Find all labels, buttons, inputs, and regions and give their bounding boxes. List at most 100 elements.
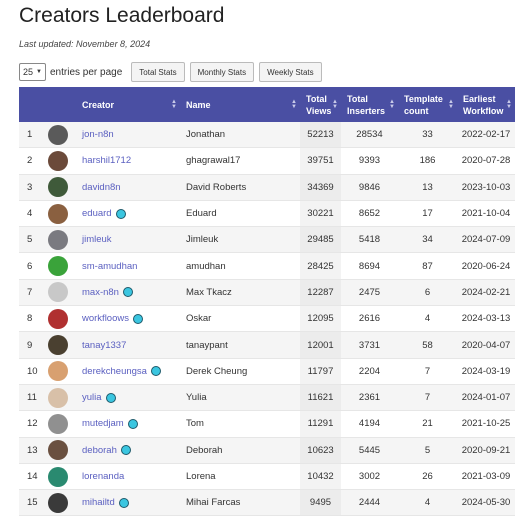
total-stats-button[interactable]: Total Stats	[131, 62, 185, 82]
avatar[interactable]	[48, 124, 68, 145]
creator-cell: davidn8n	[76, 174, 180, 201]
avatar[interactable]	[48, 466, 68, 487]
entries-per-page-select[interactable]: 25 ▼	[19, 63, 46, 81]
header-creator[interactable]: Creator ▲ ▼	[76, 87, 180, 122]
template-count-cell: 4	[398, 489, 457, 516]
verified-badge-icon	[120, 445, 131, 456]
verified-badge-icon	[150, 366, 161, 377]
avatar[interactable]	[48, 387, 68, 408]
creator-link[interactable]: mutedjam	[82, 418, 124, 430]
avatar[interactable]	[48, 440, 68, 461]
avatar-cell	[42, 384, 76, 412]
header-avatar	[42, 87, 76, 122]
total-views-cell: 29485	[300, 226, 341, 254]
page-title: Creators Leaderboard	[19, 4, 225, 27]
avatar[interactable]	[48, 492, 68, 513]
creator-link[interactable]: harshil1712	[82, 155, 132, 167]
avatar[interactable]	[48, 177, 68, 198]
avatar[interactable]	[48, 361, 68, 382]
earliest-workflow-cell: 2021-03-09	[457, 463, 515, 491]
creator-link[interactable]: derekcheungsa	[82, 365, 147, 377]
table-row: 13 deborah Deborah 10623 5445 5 2020-09-21	[19, 437, 515, 464]
creator-cell: jon-n8n	[76, 122, 180, 149]
creator-link[interactable]: yulia	[82, 392, 102, 404]
total-views-cell: 12287	[300, 279, 341, 307]
chevron-down-icon: ▼	[36, 69, 42, 75]
verified-badge-icon	[115, 208, 126, 219]
avatar[interactable]	[48, 282, 68, 303]
total-views-cell: 30221	[300, 200, 341, 228]
avatar[interactable]	[48, 308, 68, 329]
avatar[interactable]	[48, 256, 68, 277]
name-cell: Lorena	[180, 463, 300, 491]
template-count-cell: 33	[398, 122, 457, 149]
name-cell: Max Tkacz	[180, 279, 300, 307]
sort-icon: ▲ ▼	[171, 98, 177, 110]
total-inserters-cell: 2204	[341, 358, 398, 385]
avatar-cell	[42, 200, 76, 228]
creator-link[interactable]: max-n8n	[82, 286, 119, 298]
header-creator-label: Creator	[82, 99, 115, 110]
avatar-cell	[42, 305, 76, 333]
earliest-workflow-cell: 2024-03-19	[457, 358, 515, 385]
entries-select-value: 25	[23, 67, 34, 77]
header-earliest-workflow[interactable]: Earliest Workflow ▲ ▼	[457, 87, 515, 122]
last-updated: Last updated: November 8, 2024	[19, 39, 151, 49]
table-controls: 25 ▼ entries per page Total Stats Monthl…	[19, 61, 532, 83]
total-views-cell: 11621	[300, 384, 341, 412]
creator-link[interactable]: davidn8n	[82, 181, 121, 193]
table-row: 11 yulia Yulia 11621 2361 7 2024-01-07	[19, 384, 515, 412]
creator-cell: mihailtd	[76, 489, 180, 516]
total-inserters-cell: 28534	[341, 122, 398, 149]
template-count-cell: 4	[398, 305, 457, 333]
creator-link[interactable]: workfloows	[82, 313, 129, 325]
avatar[interactable]	[48, 150, 68, 171]
creator-link[interactable]: deborah	[82, 444, 117, 456]
creator-link[interactable]: mihailtd	[82, 497, 115, 509]
header-total-inserters[interactable]: Total Inserters ▲ ▼	[341, 87, 398, 122]
earliest-workflow-cell: 2020-04-07	[457, 331, 515, 359]
creator-cell: lorenanda	[76, 463, 180, 491]
total-inserters-cell: 9846	[341, 174, 398, 201]
total-inserters-cell: 2444	[341, 489, 398, 516]
total-views-cell: 34369	[300, 174, 341, 201]
earliest-workflow-cell: 2024-07-09	[457, 226, 515, 254]
avatar[interactable]	[48, 229, 68, 250]
entries-per-page-label: entries per page	[50, 66, 123, 78]
total-views-cell: 10623	[300, 437, 341, 464]
avatar[interactable]	[48, 203, 68, 224]
creator-link[interactable]: eduard	[82, 208, 112, 220]
name-cell: ghagrawal17	[180, 147, 300, 175]
rank-cell: 15	[19, 489, 42, 516]
total-inserters-cell: 2475	[341, 279, 398, 307]
rank-cell: 14	[19, 463, 42, 491]
creator-link[interactable]: lorenanda	[82, 471, 125, 482]
earliest-workflow-cell: 2023-10-03	[457, 174, 515, 201]
earliest-workflow-cell: 2024-01-07	[457, 384, 515, 412]
creator-link[interactable]: tanay1337	[82, 339, 127, 351]
avatar-cell	[42, 410, 76, 438]
total-views-cell: 10432	[300, 463, 341, 491]
header-total-views[interactable]: Total Views ▲ ▼	[300, 87, 341, 122]
avatar-cell	[42, 252, 76, 280]
avatar-cell	[42, 463, 76, 491]
template-count-cell: 7	[398, 384, 457, 412]
rank-cell: 11	[19, 384, 42, 412]
total-views-cell: 28425	[300, 252, 341, 280]
creator-cell: workfloows	[76, 305, 180, 333]
avatar-cell	[42, 174, 76, 201]
creator-link[interactable]: jimleuk	[82, 234, 112, 246]
monthly-stats-button[interactable]: Monthly Stats	[189, 62, 255, 82]
template-count-cell: 186	[398, 147, 457, 175]
verified-badge-icon	[122, 287, 133, 298]
creator-cell: sm-amudhan	[76, 252, 180, 280]
template-count-cell: 17	[398, 200, 457, 228]
total-views-cell: 12095	[300, 305, 341, 333]
creator-link[interactable]: jon-n8n	[82, 129, 114, 141]
weekly-stats-button[interactable]: Weekly Stats	[259, 62, 322, 82]
header-template-count[interactable]: Template count ▲ ▼	[398, 87, 457, 122]
avatar[interactable]	[48, 413, 68, 434]
creator-link[interactable]: sm-amudhan	[82, 260, 138, 272]
avatar[interactable]	[48, 335, 68, 356]
header-name[interactable]: Name ▲ ▼	[180, 87, 300, 122]
